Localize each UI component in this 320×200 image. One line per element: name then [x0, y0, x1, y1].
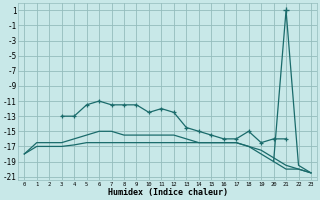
X-axis label: Humidex (Indice chaleur): Humidex (Indice chaleur) [108, 188, 228, 197]
